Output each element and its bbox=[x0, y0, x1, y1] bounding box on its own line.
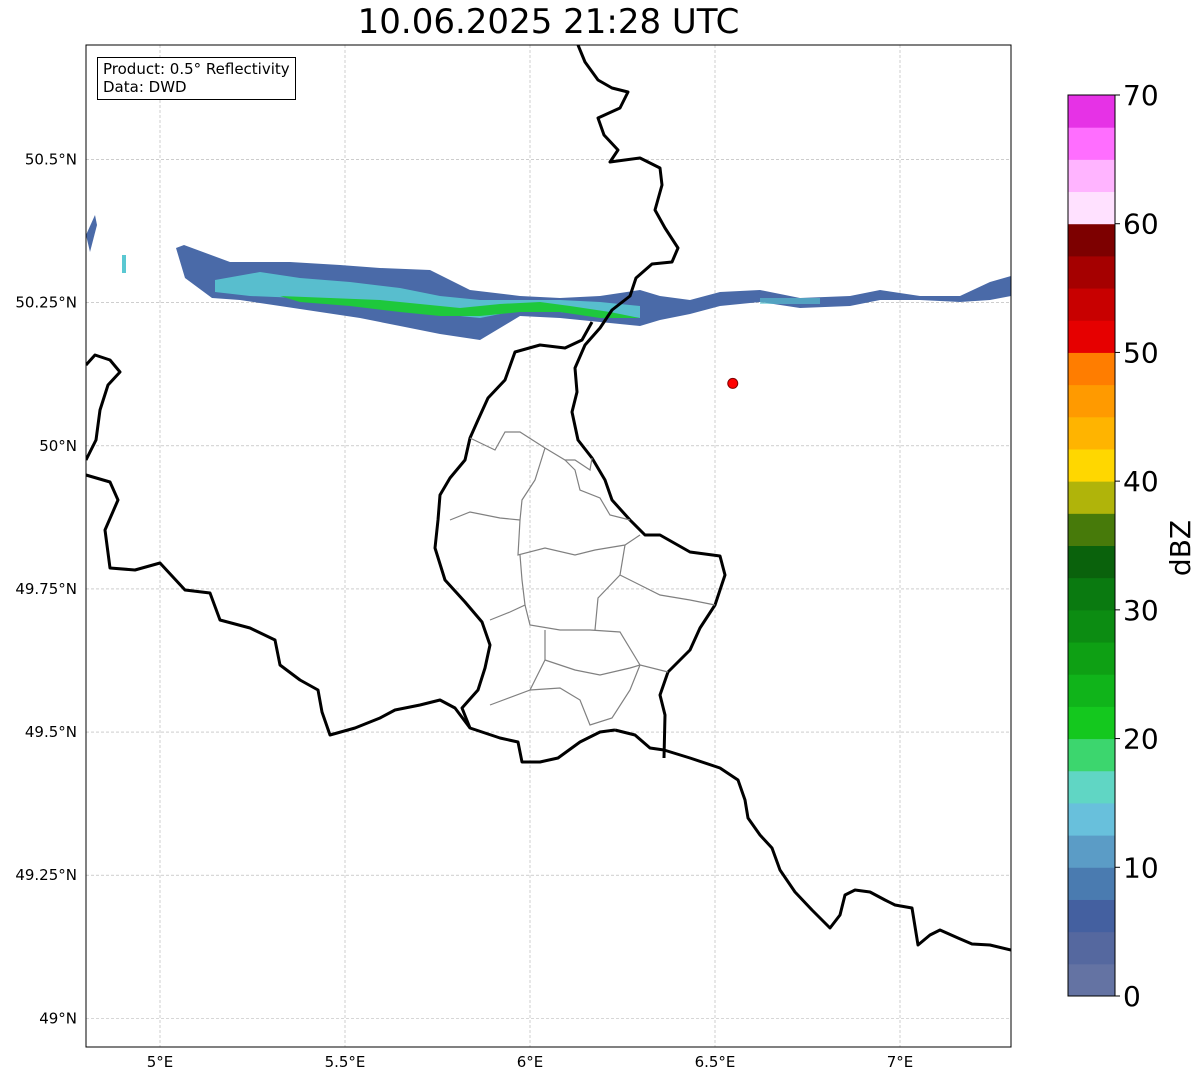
colorbar-segment bbox=[1068, 384, 1115, 418]
colorbar-segment bbox=[1068, 835, 1115, 868]
colorbar-segment bbox=[1068, 95, 1115, 128]
colorbar-tick-label: 10 bbox=[1123, 851, 1159, 884]
border-france-germany bbox=[614, 728, 1011, 952]
colorbar-tick-label: 0 bbox=[1123, 980, 1141, 1013]
colorbar-tick-label: 40 bbox=[1123, 465, 1159, 498]
colorbar-segment bbox=[1068, 899, 1115, 933]
lon-tick-label: 5.5°E bbox=[325, 1053, 366, 1071]
colorbar-segment bbox=[1068, 352, 1115, 386]
colorbar-segment bbox=[1068, 674, 1115, 707]
colorbar-frame bbox=[1067, 94, 1116, 997]
colorbar-tick-label: 30 bbox=[1123, 594, 1159, 627]
colorbar-label: dBZ bbox=[1164, 520, 1197, 576]
country-borders bbox=[86, 45, 1011, 952]
colorbar-segment bbox=[1068, 706, 1115, 740]
colorbar-segment bbox=[1068, 127, 1115, 160]
colorbar-segment bbox=[1068, 255, 1115, 289]
colorbar-tick-label: 50 bbox=[1123, 336, 1159, 369]
lon-tick-label: 7°E bbox=[887, 1053, 914, 1071]
echo-light-east bbox=[760, 298, 820, 304]
colorbar-segment bbox=[1068, 288, 1115, 321]
colorbar-tick-label: 70 bbox=[1123, 79, 1159, 112]
lat-tick-label: 50.25°N bbox=[15, 294, 77, 312]
colorbar-segment bbox=[1068, 223, 1115, 257]
border-luxembourg-belgium bbox=[433, 321, 616, 764]
district-borders bbox=[449, 431, 716, 726]
product-info-box: Product: 0.5° Reflectivity Data: DWD bbox=[97, 57, 296, 100]
lat-tick-label: 49.5°N bbox=[25, 723, 77, 741]
colorbar-tick-label: 60 bbox=[1123, 208, 1159, 241]
data-source-label: Data: DWD bbox=[103, 78, 187, 96]
colorbar-segment bbox=[1068, 931, 1115, 965]
colorbar-segment bbox=[1068, 802, 1115, 836]
colorbar-tick-labels: 0 10 20 30 40 50 60 70 bbox=[1115, 79, 1159, 1013]
longitude-tick-labels: 5°E 5.5°E 6°E 6.5°E 7°E bbox=[147, 1053, 914, 1071]
colorbar-segment bbox=[1068, 416, 1115, 450]
lat-tick-label: 49.25°N bbox=[15, 866, 77, 884]
radar-station-marker bbox=[727, 377, 739, 389]
echo-weak bbox=[176, 245, 1011, 340]
colorbar-segment bbox=[1068, 609, 1115, 643]
colorbar-segment bbox=[1068, 481, 1115, 514]
colorbar-segment bbox=[1068, 963, 1115, 997]
colorbar-segment bbox=[1068, 577, 1115, 611]
colorbar-segment bbox=[1068, 191, 1115, 225]
border-belgium-france bbox=[86, 473, 472, 737]
lat-tick-label: 50.5°N bbox=[25, 151, 77, 169]
colorbar-segment bbox=[1068, 770, 1115, 804]
colorbar-segment bbox=[1068, 867, 1115, 900]
border-germany-west bbox=[570, 45, 727, 759]
lon-tick-label: 5°E bbox=[147, 1053, 174, 1071]
lat-tick-label: 50°N bbox=[39, 437, 77, 455]
dbz-colorbar bbox=[1068, 95, 1115, 997]
colorbar-segment bbox=[1068, 545, 1115, 579]
map-title: 10.06.2025 21:28 UTC bbox=[357, 2, 740, 42]
axes-frame bbox=[85, 44, 1012, 1048]
border-west-fragment bbox=[86, 353, 122, 461]
radar-echo-band bbox=[86, 215, 1011, 340]
colorbar-segment bbox=[1068, 513, 1115, 546]
colorbar-segment bbox=[1068, 642, 1115, 675]
echo-moderate bbox=[280, 296, 640, 318]
echo-weak-west bbox=[86, 215, 97, 252]
lon-tick-label: 6°E bbox=[517, 1053, 544, 1071]
product-label: Product: 0.5° Reflectivity bbox=[103, 60, 290, 78]
colorbar-tick-label: 20 bbox=[1123, 723, 1159, 756]
lat-tick-label: 49.75°N bbox=[15, 580, 77, 598]
graticule bbox=[86, 45, 1011, 1047]
colorbar-segment bbox=[1068, 320, 1115, 353]
lon-tick-label: 6.5°E bbox=[695, 1053, 736, 1071]
colorbar-segment bbox=[1068, 448, 1115, 482]
colorbar-segment bbox=[1068, 738, 1115, 772]
latitude-tick-labels: 50.5°N 50.25°N 50°N 49.75°N 49.5°N 49.25°N 49°… bbox=[15, 151, 77, 1028]
echo-speck bbox=[122, 255, 126, 273]
lat-tick-label: 49°N bbox=[39, 1009, 77, 1027]
colorbar-segment bbox=[1068, 159, 1115, 193]
